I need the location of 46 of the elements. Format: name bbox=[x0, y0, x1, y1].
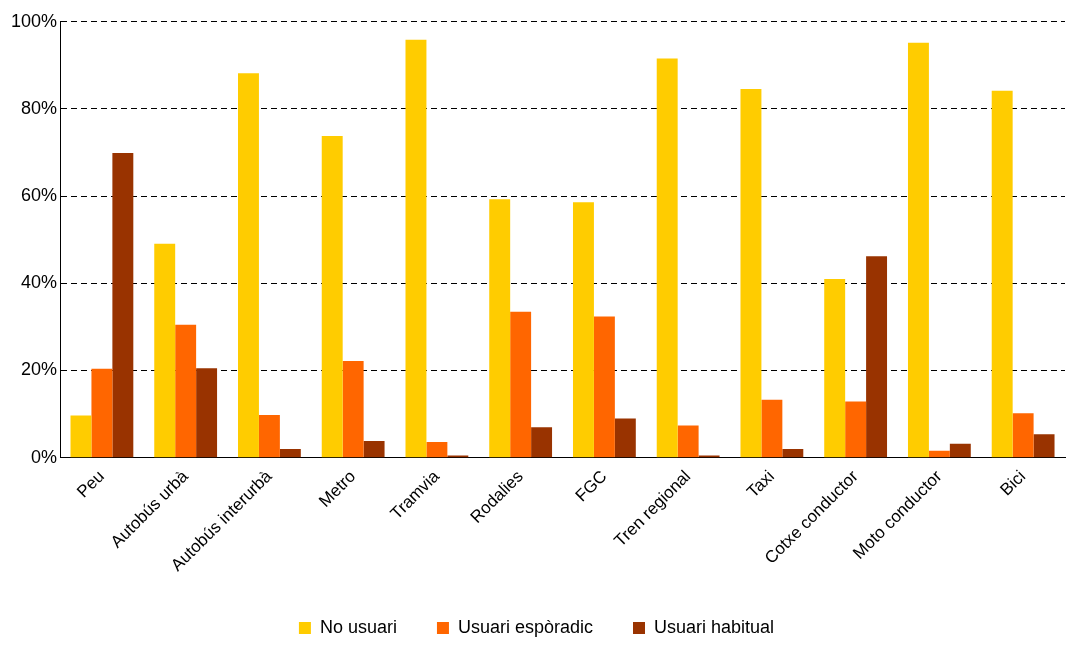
bar bbox=[342, 360, 364, 458]
bar bbox=[845, 401, 867, 458]
bar bbox=[824, 278, 846, 458]
bar bbox=[531, 427, 553, 458]
x-tick-label: Peu bbox=[73, 466, 109, 502]
bar bbox=[928, 450, 950, 458]
bar bbox=[426, 441, 448, 458]
bar bbox=[321, 136, 343, 458]
bar bbox=[70, 415, 92, 458]
bar bbox=[510, 311, 532, 458]
legend-label: No usuari bbox=[319, 616, 397, 637]
bar bbox=[258, 414, 280, 458]
y-tick-label: 0% bbox=[31, 446, 58, 467]
bar bbox=[112, 153, 134, 458]
bar bbox=[782, 448, 804, 458]
bar bbox=[866, 256, 888, 458]
bar bbox=[154, 243, 176, 458]
bar bbox=[91, 368, 113, 458]
bar bbox=[656, 58, 678, 458]
y-tick-label: 60% bbox=[21, 185, 58, 206]
bar bbox=[949, 443, 971, 458]
legend-label: Usuari espòradic bbox=[457, 616, 594, 637]
bar bbox=[677, 425, 699, 458]
bar bbox=[1012, 413, 1034, 458]
y-tick-label: 20% bbox=[21, 359, 58, 380]
y-tick-label: 40% bbox=[21, 272, 58, 293]
y-tick-label: 100% bbox=[10, 10, 58, 31]
bar bbox=[572, 202, 594, 458]
bar bbox=[196, 368, 218, 458]
bar bbox=[279, 448, 301, 458]
bar bbox=[175, 324, 197, 458]
bar bbox=[907, 42, 929, 458]
bar bbox=[740, 88, 762, 458]
bar bbox=[405, 39, 427, 458]
bar bbox=[991, 90, 1013, 458]
legend-label: Usuari habitual bbox=[654, 616, 775, 637]
bar bbox=[761, 399, 783, 458]
bar bbox=[238, 73, 259, 458]
bar bbox=[363, 441, 385, 458]
x-tick-label: Taxi bbox=[743, 466, 779, 502]
bar bbox=[614, 418, 636, 458]
bar bbox=[593, 316, 615, 458]
bar bbox=[489, 199, 511, 458]
x-tick-label: Bici bbox=[996, 466, 1030, 500]
bar bbox=[1033, 434, 1055, 458]
y-tick-label: 80% bbox=[21, 97, 58, 118]
